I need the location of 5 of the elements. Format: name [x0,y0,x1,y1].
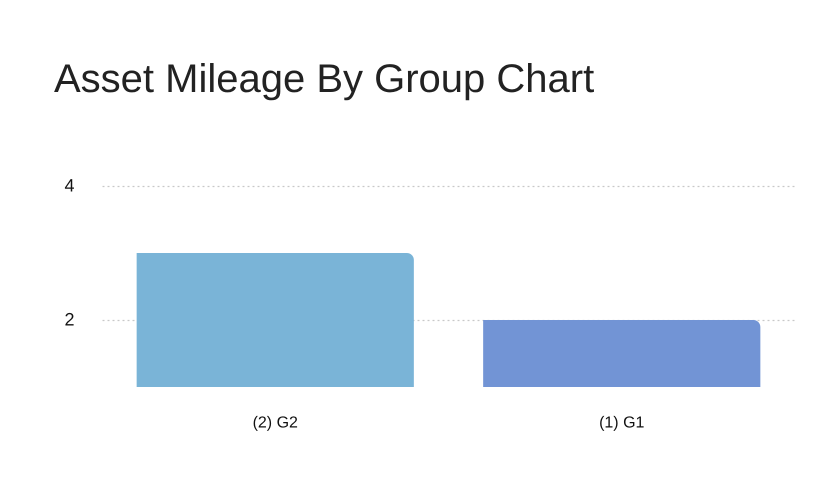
y-tick-label: 4 [64,176,74,196]
chart-title: Asset Mileage By Group Chart [54,57,594,101]
y-tick-label: 2 [64,310,74,330]
x-tick-label: (1) G1 [599,414,645,432]
x-tick-label: (2) G2 [252,414,298,432]
